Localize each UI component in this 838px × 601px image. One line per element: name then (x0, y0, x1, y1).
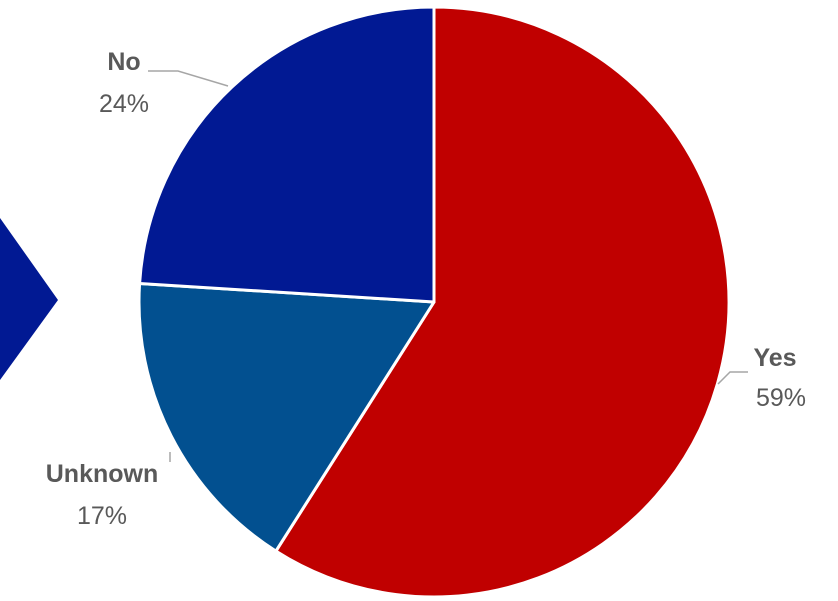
leader-lines (148, 70, 748, 462)
pie-slice-no (138, 5, 436, 304)
data-label-value-yes: 59% (756, 384, 806, 412)
slice-labels: Yes 59% Unknown 17% No 24% (46, 48, 806, 530)
data-label-value-unknown: 17% (77, 502, 127, 530)
data-label-name-no: No (107, 48, 140, 76)
leader-line-no (148, 70, 229, 87)
data-label-name-unknown: Unknown (46, 460, 159, 488)
data-label-value-no: 24% (99, 90, 149, 118)
pie-slice-unknown (137, 281, 436, 553)
data-label-name-yes: Yes (753, 344, 796, 372)
pie-slices (137, 5, 731, 599)
leader-line-yes (717, 371, 748, 385)
arrow-right-chevron-icon (0, 218, 58, 380)
